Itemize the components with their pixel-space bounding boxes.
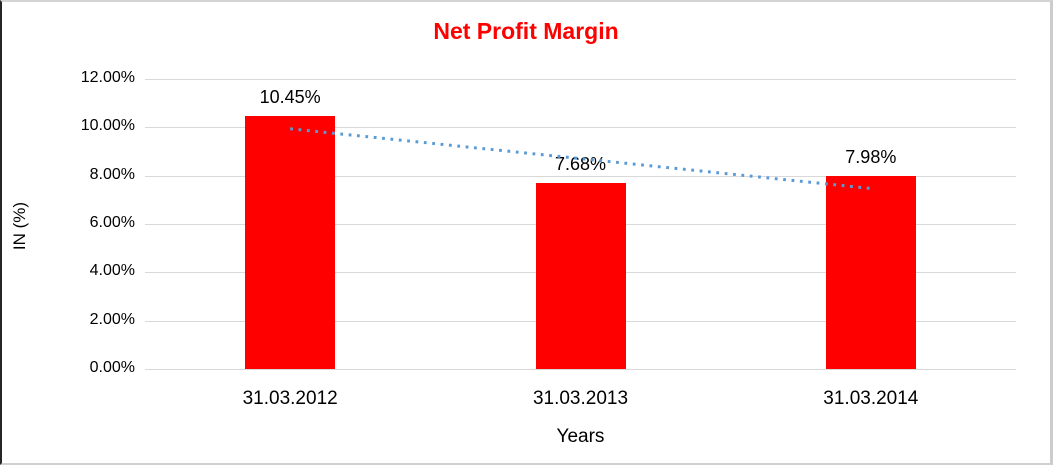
bar-31.03.2013 bbox=[535, 183, 626, 369]
y-tick-label: 4.00% bbox=[89, 262, 135, 280]
y-tick-label: 2.00% bbox=[89, 310, 135, 328]
bar-data-label: 7.68% bbox=[554, 154, 607, 175]
bar-31.03.2012 bbox=[245, 116, 336, 369]
x-tick-label: 31.03.2012 bbox=[242, 388, 338, 409]
y-tick-label: 0.00% bbox=[89, 359, 135, 376]
bar-data-label: 10.45% bbox=[259, 87, 321, 108]
x-tick-label: 31.03.2014 bbox=[823, 388, 919, 409]
chart-title: Net Profit Margin bbox=[433, 18, 619, 44]
gridline bbox=[145, 79, 1016, 80]
bar-data-label: 7.98% bbox=[845, 147, 897, 168]
y-tick-label: 10.00% bbox=[80, 117, 135, 135]
gridline bbox=[145, 369, 1016, 370]
x-axis-title: Years bbox=[556, 426, 605, 447]
y-tick-label: 12.00% bbox=[80, 69, 135, 86]
bar-31.03.2014 bbox=[825, 176, 916, 369]
y-tick-label: 8.00% bbox=[89, 165, 135, 183]
x-tick-label: 31.03.2013 bbox=[532, 388, 629, 409]
y-tick-label: 6.00% bbox=[89, 214, 135, 231]
